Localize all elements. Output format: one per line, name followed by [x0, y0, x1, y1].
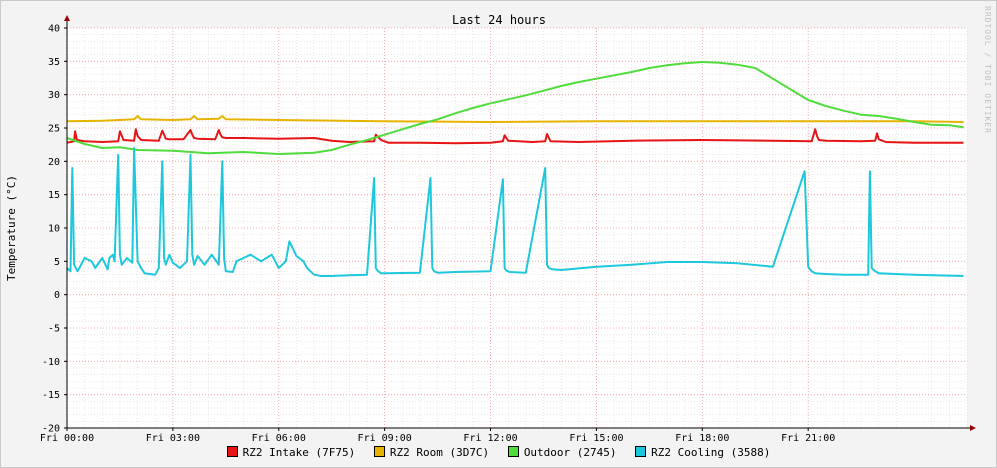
y-tick-labels: 40 35 30 25 20 15 10 5 0 -5 -10 -15 -20	[42, 24, 67, 435]
rrdtool-watermark: RRDTOOL / TOBI OETIKER	[983, 6, 992, 134]
y-axis-arrow	[64, 15, 70, 21]
y-tick-label: 10	[48, 224, 60, 235]
legend-label-outdoor: Outdoor (2745)	[523, 446, 617, 459]
y-tick-label: 35	[48, 57, 60, 68]
y-tick-label: 15	[48, 190, 60, 201]
y-tick-label: -5	[48, 324, 60, 335]
y-tick-label: 30	[48, 90, 60, 101]
x-tick-label: Fri 15:00	[569, 433, 623, 444]
x-tick-label: Fri 03:00	[146, 433, 200, 444]
legend-label-cooling: RZ2 Cooling (3588)	[651, 446, 771, 459]
x-tick-label: Fri 18:00	[675, 433, 729, 444]
legend: RZ2 Intake (7F75) RZ2 Room (3D7C) Outdoo…	[0, 446, 997, 459]
y-tick-label: -15	[42, 390, 60, 401]
x-tick-label: Fri 21:00	[781, 433, 835, 444]
y-tick-label: 25	[48, 124, 60, 135]
chart-title: Last 24 hours	[452, 13, 546, 27]
legend-swatch-cooling	[635, 446, 647, 457]
series-lines	[66, 61, 964, 277]
legend-label-room: RZ2 Room (3D7C)	[389, 446, 490, 459]
series-line-3	[66, 147, 964, 277]
x-tick-label: Fri 12:00	[463, 433, 517, 444]
x-tick-label: Fri 00:00	[40, 433, 94, 444]
temperature-chart: Last 24 hours Temperature (°C) RRDTOOL /…	[5, 6, 992, 444]
y-tick-label: 20	[48, 157, 60, 168]
y-tick-label: 40	[48, 24, 60, 35]
grid	[66, 27, 968, 429]
x-tick-labels: Fri 00:00 Fri 03:00 Fri 06:00 Fri 09:00 Fri …	[40, 428, 835, 444]
legend-swatch-intake	[226, 446, 238, 457]
legend-swatch-outdoor	[507, 446, 519, 457]
series-line-2	[66, 61, 964, 155]
legend-item-room: RZ2 Room (3D7C)	[373, 446, 490, 459]
series-line-0	[66, 128, 964, 145]
y-tick-label: 0	[54, 290, 60, 301]
x-tick-label: Fri 09:00	[358, 433, 412, 444]
series-line-1	[66, 115, 964, 123]
y-tick-label: -10	[42, 357, 60, 368]
y-tick-label: 5	[54, 257, 60, 268]
y-axis-label: Temperature (°C)	[5, 175, 18, 281]
legend-swatch-room	[373, 446, 385, 457]
legend-label-intake: RZ2 Intake (7F75)	[242, 446, 356, 459]
x-axis-arrow	[970, 425, 976, 431]
legend-item-cooling: RZ2 Cooling (3588)	[635, 446, 770, 459]
x-tick-label: Fri 06:00	[252, 433, 306, 444]
y-tick-label: -20	[42, 424, 60, 435]
legend-item-intake: RZ2 Intake (7F75)	[226, 446, 356, 459]
axes	[64, 15, 976, 431]
legend-item-outdoor: Outdoor (2745)	[507, 446, 617, 459]
